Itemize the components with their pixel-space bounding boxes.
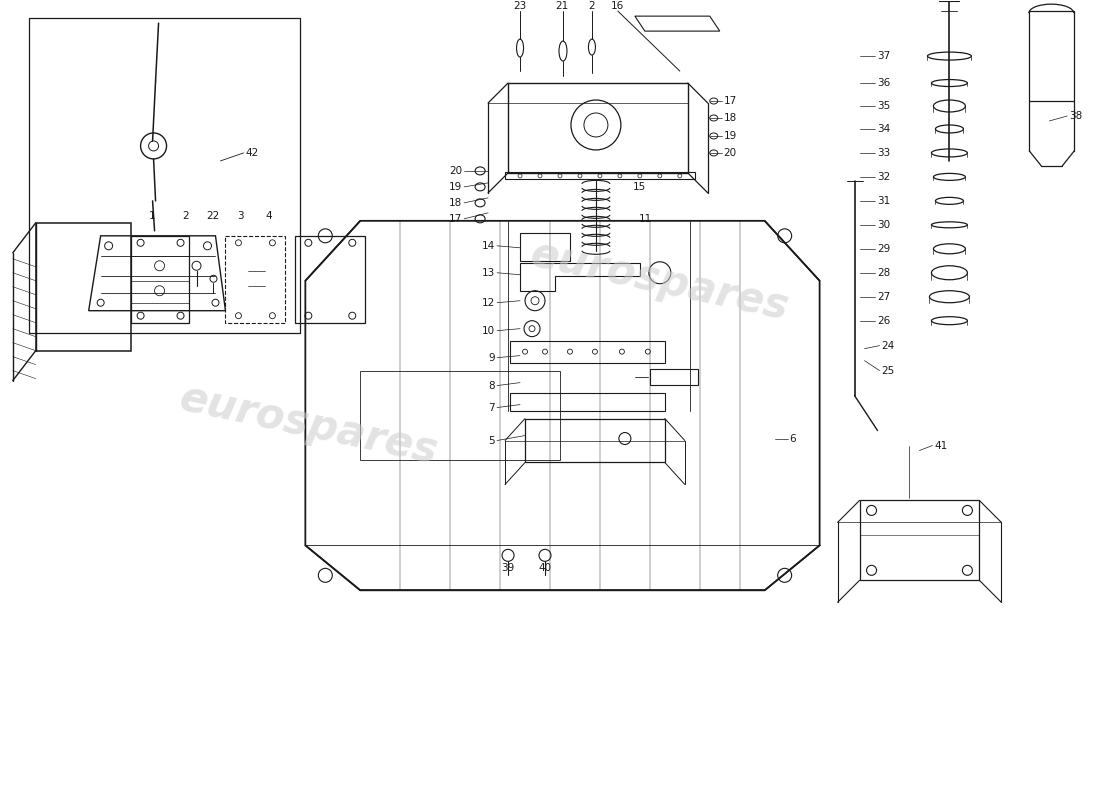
Text: eurospares: eurospares (175, 377, 441, 473)
Text: 2: 2 (588, 1, 595, 11)
Text: 25: 25 (881, 366, 894, 376)
Bar (510, 341, 664, 362)
Text: 29: 29 (878, 244, 891, 254)
Text: 10: 10 (482, 326, 495, 336)
Text: 20: 20 (449, 166, 462, 176)
Bar (510, 393, 664, 410)
Text: 31: 31 (878, 196, 891, 206)
Text: 38: 38 (1069, 111, 1082, 121)
Text: 41: 41 (934, 441, 948, 450)
Text: 27: 27 (878, 292, 891, 302)
Text: 20: 20 (724, 148, 737, 158)
Text: 22: 22 (206, 211, 219, 221)
Text: 35: 35 (878, 101, 891, 111)
Text: 32: 32 (878, 172, 891, 182)
Text: 17: 17 (449, 214, 462, 224)
Bar (29, 18, 300, 333)
Text: 21: 21 (556, 1, 569, 11)
Text: 12: 12 (482, 298, 495, 308)
Text: 13: 13 (482, 268, 495, 278)
Text: 16: 16 (612, 1, 625, 11)
Text: 18: 18 (724, 113, 737, 123)
Text: 33: 33 (878, 148, 891, 158)
Text: 14: 14 (482, 241, 495, 250)
Text: 42: 42 (245, 148, 258, 158)
Text: 28: 28 (878, 268, 891, 278)
Text: 39: 39 (502, 563, 515, 574)
Text: 34: 34 (878, 124, 891, 134)
Text: 19: 19 (449, 182, 462, 192)
Text: 6: 6 (790, 434, 796, 443)
Text: 37: 37 (878, 51, 891, 61)
Text: 1: 1 (150, 211, 156, 221)
Bar (505, 172, 695, 179)
Bar (361, 370, 560, 461)
Text: 30: 30 (878, 220, 891, 230)
Text: 19: 19 (724, 131, 737, 141)
Text: eurospares: eurospares (527, 233, 793, 329)
Text: 26: 26 (878, 316, 891, 326)
Text: 24: 24 (881, 341, 894, 350)
Text: 18: 18 (449, 198, 462, 208)
Text: 7: 7 (488, 402, 495, 413)
Text: 4: 4 (265, 211, 272, 221)
Text: 15: 15 (634, 182, 647, 192)
Text: 36: 36 (878, 78, 891, 88)
Text: 9: 9 (488, 353, 495, 362)
Text: 8: 8 (488, 381, 495, 390)
Text: 5: 5 (488, 435, 495, 446)
Text: 2: 2 (183, 211, 189, 221)
Text: 17: 17 (724, 96, 737, 106)
Text: 40: 40 (538, 563, 551, 574)
Text: 3: 3 (238, 211, 244, 221)
Text: 11: 11 (639, 214, 652, 224)
Text: 23: 23 (514, 1, 527, 11)
